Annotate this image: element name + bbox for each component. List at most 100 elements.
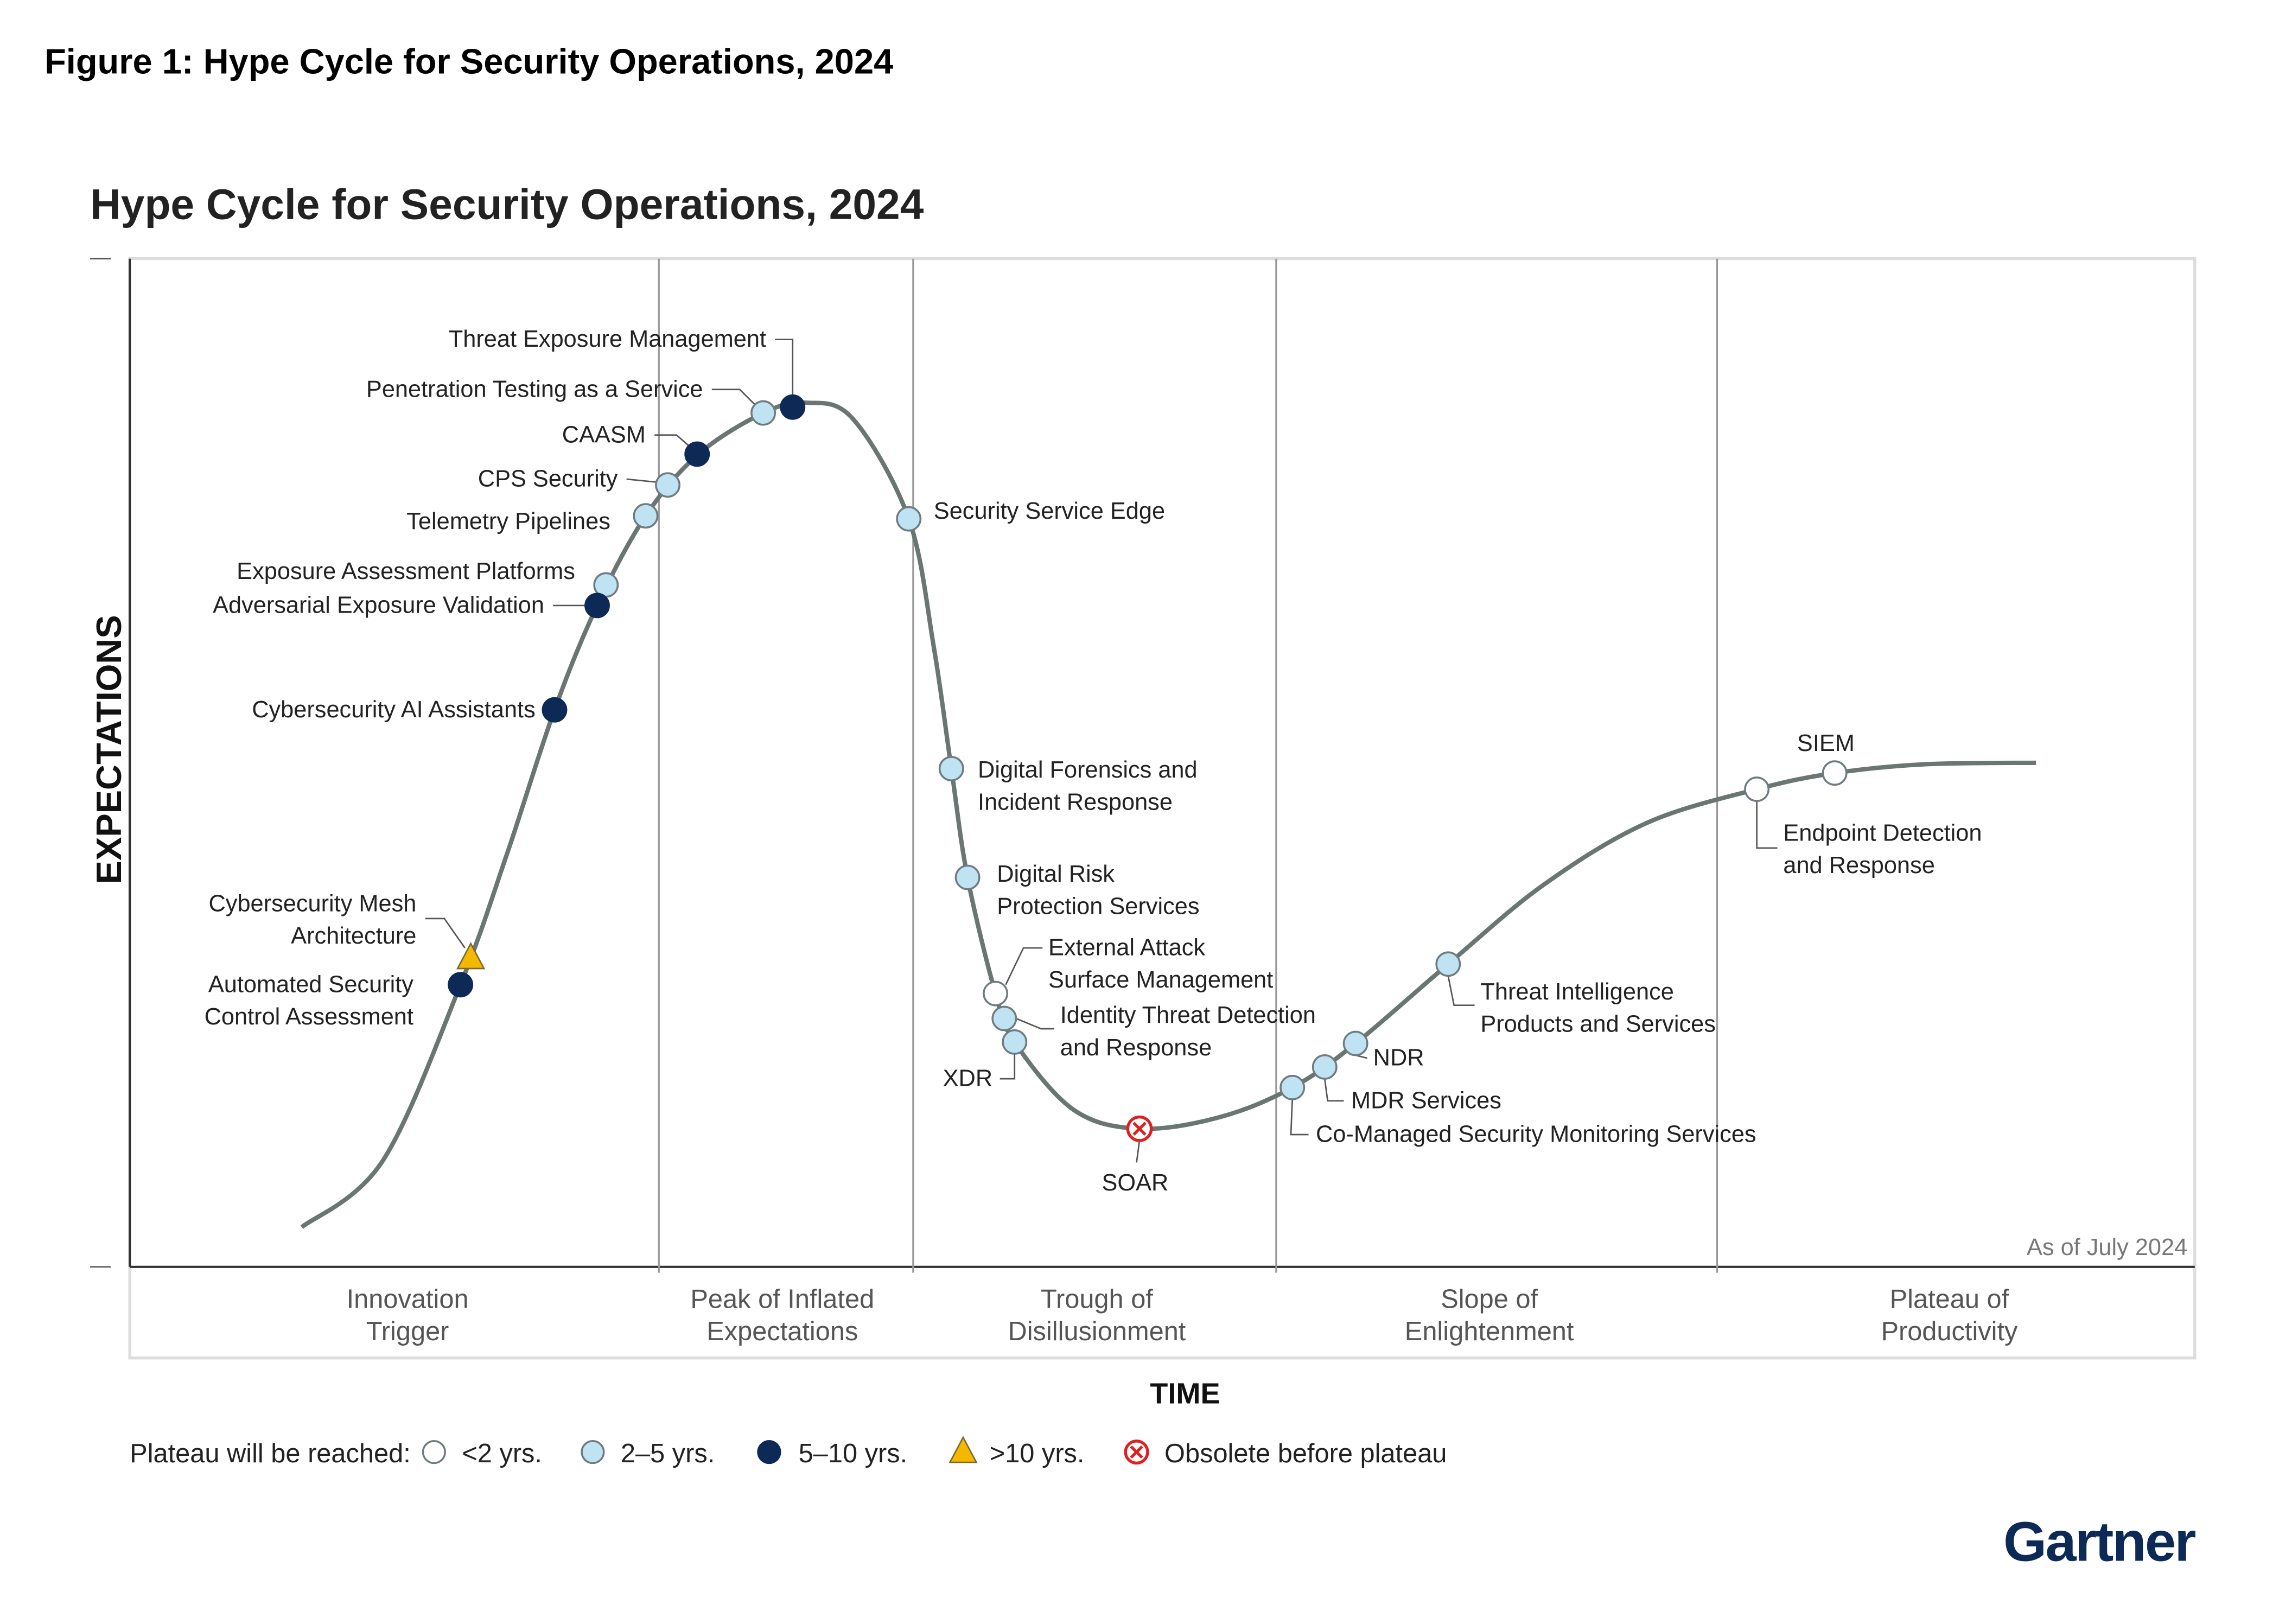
hype-item: Adversarial Exposure Validation (213, 592, 610, 619)
circle-marker-icon (1312, 1054, 1338, 1080)
item-label-line: Products and Services (1480, 1011, 1716, 1037)
hype-item: CAASM (562, 422, 710, 467)
item-label-line: Telemetry Pipelines (406, 508, 610, 534)
item-label-line: CPS Security (478, 466, 618, 492)
technology-items: Threat Exposure Management Penetration Te… (205, 326, 1982, 1196)
legend-entry: 5–10 yrs. (757, 1439, 908, 1468)
circle-marker-icon (1744, 776, 1770, 802)
hype-item: CPS Security (478, 466, 680, 498)
item-label-line: and Response (1783, 852, 1934, 878)
circle-marker-icon (780, 394, 806, 420)
item-label: Cybersecurity AI Assistants (252, 697, 536, 723)
item-label: Co-Managed Security Monitoring Services (1316, 1122, 1756, 1148)
leader-line (1000, 1054, 1016, 1080)
item-label: NDR (1373, 1045, 1424, 1071)
figure-caption: Figure 1: Hype Cycle for Security Operat… (44, 41, 893, 81)
phase-label-line: Slope of (1441, 1285, 1538, 1314)
legend-label: >10 yrs. (990, 1439, 1085, 1468)
hype-item: Digital Risk Protection Services (954, 861, 1200, 920)
circle-marker-icon (584, 593, 610, 619)
circle-marker-icon (750, 400, 776, 426)
item-label: MDR Services (1351, 1087, 1501, 1113)
hype-item: Identity Threat Detection and Response (991, 1002, 1316, 1061)
item-label: Penetration Testing as a Service (366, 376, 703, 402)
item-label: SOAR (1102, 1170, 1168, 1196)
leader-line (1447, 976, 1475, 1007)
item-label-line: Identity Threat Detection (1060, 1002, 1316, 1028)
leader-line (1290, 1099, 1309, 1136)
item-label-line: Protection Services (997, 894, 1199, 920)
legend-label: 5–10 yrs. (799, 1439, 908, 1468)
item-label: SIEM (1797, 730, 1855, 756)
phase-label-line: Productivity (1881, 1317, 2018, 1346)
item-label-line: Digital Forensics and (978, 757, 1198, 783)
hype-item: SOAR (1102, 1115, 1168, 1196)
item-label-line: MDR Services (1351, 1087, 1501, 1113)
y-axis-label: EXPECTATIONS (89, 615, 129, 884)
phase-dividers (658, 258, 1718, 1273)
circle-marker-icon (991, 1005, 1017, 1031)
circle-marker-icon (954, 864, 981, 890)
legend-title: Plateau will be reached: (130, 1439, 411, 1468)
hype-item: Cybersecurity AI Assistants (252, 697, 568, 723)
gartner-logo: Gartner (2003, 1511, 2195, 1573)
hype-item: MDR Services (1312, 1054, 1501, 1113)
circle-marker-icon (684, 441, 710, 467)
legend: Plateau will be reached: <2 yrs. 2–5 yrs.… (130, 1436, 1447, 1468)
circle-marker-icon (1002, 1029, 1028, 1055)
phase-label-line: Plateau of (1890, 1285, 2009, 1314)
item-label-line: Surface Management (1048, 967, 1273, 993)
item-label-line: Automated Security (208, 971, 413, 997)
item-label-line: SOAR (1102, 1170, 1168, 1196)
leader-line (1136, 1140, 1141, 1163)
item-label-line: Exposure Assessment Platforms (237, 558, 575, 584)
item-label: Endpoint Detection and Response (1783, 820, 1982, 878)
phase-label-line: Disillusionment (1008, 1317, 1186, 1346)
circle-marker-icon (896, 506, 922, 532)
leader-line (626, 478, 657, 483)
x-axis-label: TIME (1150, 1378, 1220, 1410)
hype-item: NDR (1342, 1030, 1424, 1071)
obsolete-x-marker-icon (1126, 1115, 1153, 1142)
item-label-line: Architecture (291, 923, 416, 949)
item-label-line: and Response (1060, 1035, 1212, 1061)
phase-label-line: Trigger (366, 1317, 449, 1346)
item-label: CPS Security (478, 466, 618, 492)
hype-item: SIEM (1797, 730, 1855, 786)
legend-entry: >10 yrs. (948, 1436, 1085, 1468)
leader-line (1323, 1078, 1344, 1102)
hype-item: Endpoint Detection and Response (1744, 776, 1982, 878)
item-label-line: External Attack (1048, 935, 1205, 961)
item-label: Exposure Assessment Platforms (237, 558, 575, 584)
item-label: Threat Exposure Management (449, 326, 766, 352)
circle-marker-icon (633, 503, 659, 529)
item-label-line: Cybersecurity AI Assistants (252, 697, 536, 723)
hype-item: Telemetry Pipelines (406, 503, 659, 534)
hype-item: Automated Security Control Assessment (205, 971, 474, 1030)
phase-label-line: Peak of Inflated (690, 1285, 874, 1314)
item-label-line: Co-Managed Security Monitoring Services (1316, 1122, 1756, 1148)
item-label: Automated Security Control Assessment (205, 971, 414, 1030)
circle-marker-icon (422, 1440, 446, 1464)
phase-label: Plateau of Productivity (1881, 1285, 2018, 1347)
item-label-line: Adversarial Exposure Validation (213, 592, 544, 618)
circle-marker-icon (757, 1440, 781, 1464)
phase-label: Trough of Disillusionment (1008, 1285, 1186, 1347)
circle-marker-icon (1342, 1030, 1368, 1056)
leader-line (1756, 801, 1778, 849)
item-label-line: SIEM (1797, 730, 1855, 756)
item-label: CAASM (562, 422, 646, 448)
phase-label: Innovation Trigger (347, 1285, 469, 1347)
leader-line (1005, 947, 1043, 985)
phase-label-line: Enlightenment (1405, 1317, 1574, 1346)
item-label-line: CAASM (562, 422, 646, 448)
item-label: Digital Forensics and Incident Response (978, 757, 1198, 816)
hype-item: Penetration Testing as a Service (366, 376, 776, 426)
leader-line (775, 339, 794, 396)
hype-item: Threat Intelligence Products and Services (1435, 951, 1716, 1037)
legend-label: Obsolete before plateau (1164, 1439, 1447, 1468)
item-label-line: Control Assessment (205, 1004, 413, 1030)
item-label: Cybersecurity Mesh Architecture (209, 890, 417, 949)
item-label: Adversarial Exposure Validation (213, 592, 544, 618)
legend-entry: <2 yrs. (422, 1439, 542, 1468)
